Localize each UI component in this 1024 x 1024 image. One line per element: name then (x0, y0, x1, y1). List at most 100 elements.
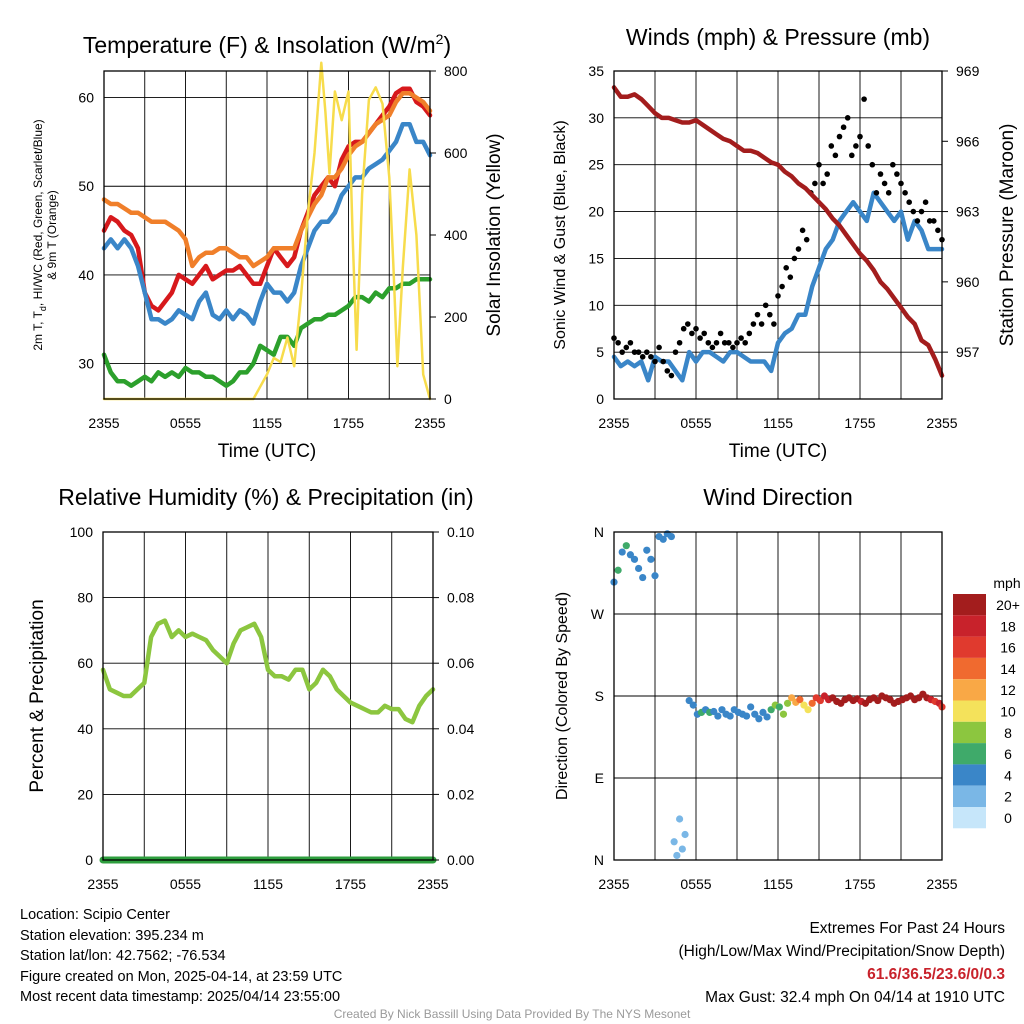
wind-gust-point (644, 349, 650, 355)
wind-gust-point (869, 161, 876, 168)
temperature-y-ticks: 30 40 50 60 (78, 90, 94, 372)
extremes-info: Extremes For Past 24 Hours (High/Low/Max… (679, 917, 1006, 1009)
speed-colorbar: 20+ 18 16 14 12 10 8 6 4 2 0 (953, 594, 1020, 829)
wind-gust-point (627, 339, 634, 346)
direction-point (676, 815, 684, 823)
direction-point (714, 712, 722, 720)
y2-tick-label: 0.06 (447, 655, 474, 671)
direction-y-label: Direction (Colored By Speed) (554, 592, 571, 800)
direction-point (618, 548, 626, 556)
wind-gust-point (742, 339, 748, 346)
direction-title: Wind Direction (703, 484, 853, 510)
direction-point (796, 696, 804, 704)
wind-gust-point (836, 133, 843, 140)
wind-gust-point (701, 330, 707, 337)
y-tick-label: 80 (77, 590, 93, 606)
x-tick-label: 0555 (170, 415, 201, 431)
wind-gust-point (738, 335, 744, 341)
x-tick-label: 2355 (926, 415, 957, 431)
station-latlon: Station lat/lon: 42.7562; -76.534 (20, 948, 226, 964)
direction-point (726, 712, 734, 720)
y2-tick-label: 200 (444, 309, 468, 325)
y2-tick-label: 0.04 (447, 721, 474, 737)
direction-x-ticks: 2355 0555 1155 1755 2355 (598, 876, 957, 892)
wind-gust-point (721, 339, 728, 346)
x-tick-label: 2355 (414, 415, 445, 431)
wind-gust-point (910, 208, 917, 215)
y-tick-label: 60 (78, 90, 94, 106)
y2-tick-label: 963 (956, 204, 980, 220)
humidity-plot-frame (102, 531, 434, 861)
wind-gust-point (914, 218, 921, 224)
direction-point (670, 838, 678, 846)
y-tick-label: 50 (78, 178, 94, 194)
colorbar-label: 4 (1004, 767, 1012, 783)
wind-gust-point (861, 96, 867, 102)
x-tick-label: 1155 (763, 876, 793, 892)
direction-point (763, 713, 771, 721)
wind-gust-point (672, 349, 679, 355)
temperature-x-ticks: 2355 0555 1155 1755 2355 (88, 415, 445, 431)
wind-gust-point (648, 354, 654, 360)
temperature-y2-ticks: 0 200 400 600 800 (430, 63, 468, 407)
winds-y-ticks: 0 5 10 15 20 25 30 35 (588, 63, 604, 407)
wind-speed-line (611, 190, 945, 383)
y2-tick-label: 960 (956, 274, 980, 290)
winds-plot-area (611, 70, 945, 400)
y-tick-label: 25 (588, 157, 604, 173)
colorbar-swatch (953, 615, 986, 637)
y-tick-label: 20 (588, 204, 604, 220)
wind-gust-point (894, 171, 900, 177)
y2-tick-label: 969 (956, 63, 980, 79)
wind-gust-point (849, 152, 855, 159)
temp-9m-line (101, 90, 433, 269)
wind-gust-point (771, 321, 777, 327)
wind-gust-point (775, 293, 781, 299)
wind-gust-point (844, 115, 851, 121)
y-tick-label: E (595, 770, 604, 786)
wind-gust-point (824, 171, 830, 177)
windchill-line (101, 121, 433, 326)
station-elevation: Station elevation: 395.234 m (20, 927, 204, 944)
temperature-y-label-line2: & 9m T (Orange) (45, 190, 59, 280)
direction-point (673, 851, 681, 860)
wind-gust-point (840, 124, 847, 131)
wind-gust-point (816, 161, 822, 168)
direction-point (678, 845, 686, 853)
winds-x-ticks: 2355 0555 1155 1755 2355 (598, 415, 957, 431)
temperature-y-label: 2m T, Td, HI/WC (Red, Green, Scarlet/Blu… (31, 119, 48, 350)
direction-point (659, 535, 667, 543)
wind-gust-point (717, 330, 724, 337)
y-tick-label: 30 (588, 110, 604, 126)
y-tick-label: N (594, 524, 604, 540)
wind-gust-point (881, 180, 888, 187)
direction-point (804, 706, 812, 714)
wind-gust-point (639, 354, 646, 360)
colorbar-label: 20+ (996, 597, 1020, 613)
x-tick-label: 1755 (844, 415, 875, 431)
direction-point (783, 699, 792, 707)
x-tick-label: 2355 (926, 876, 957, 892)
direction-y-ticks: N E S W N (591, 524, 605, 868)
wind-gust-point (853, 143, 859, 149)
x-tick-label: 0555 (680, 876, 711, 892)
y2-tick-label: 0.10 (447, 524, 474, 540)
x-tick-label: 1755 (333, 415, 364, 431)
y-tick-label: 20 (77, 786, 93, 802)
wind-gust-point (709, 344, 716, 351)
colorbar-swatch (953, 807, 986, 829)
colorbar-label: 0 (1004, 810, 1012, 826)
x-tick-label: 2355 (598, 415, 629, 431)
credit-line: Created By Nick Bassill Using Data Provi… (333, 1007, 691, 1021)
insolation-y2-label: Solar Insolation (Yellow) (484, 133, 505, 336)
wind-gust-point (885, 190, 892, 196)
colorbar-title: mph (993, 575, 1020, 591)
colorbar-swatch (953, 636, 986, 658)
pressure-y2-label: Station Pressure (Maroon) (997, 124, 1018, 347)
colorbar-label: 14 (1000, 661, 1016, 677)
winds-y2-ticks: 957 960 963 966 969 (942, 63, 980, 360)
colorbar-swatch (953, 764, 986, 786)
wind-gust-point (623, 344, 630, 351)
y2-tick-label: 0.08 (447, 590, 474, 606)
